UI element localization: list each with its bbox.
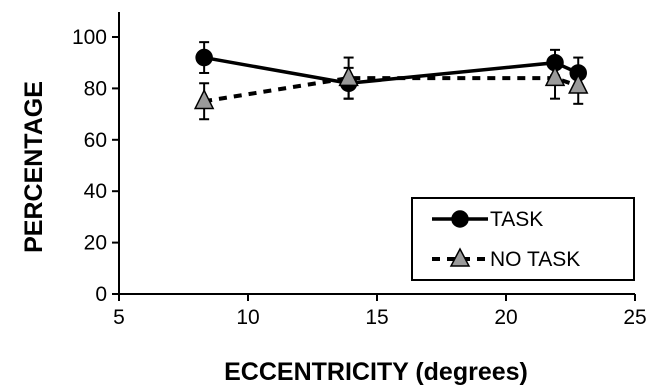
legend-label-0: TASK bbox=[490, 208, 543, 231]
y-tick-label-4: 80 bbox=[84, 77, 107, 100]
y-tick-label-2: 40 bbox=[84, 180, 107, 203]
x-tick-label-4: 25 bbox=[623, 306, 646, 329]
data-point-0-0 bbox=[195, 48, 213, 67]
y-tick-label-1: 20 bbox=[84, 232, 107, 255]
y-tick-label-0: 0 bbox=[95, 283, 107, 306]
legend-marker-1 bbox=[449, 247, 471, 267]
y-tick-label-5: 100 bbox=[72, 26, 107, 49]
series-layer bbox=[193, 41, 589, 121]
x-tick-label-3: 20 bbox=[494, 306, 517, 329]
y-axis-title: PERCENTAGE bbox=[20, 81, 48, 253]
data-point-1-2 bbox=[544, 65, 566, 87]
legend-marker-0 bbox=[451, 210, 469, 228]
data-point-1-3 bbox=[568, 73, 589, 94]
legend-box bbox=[411, 197, 635, 281]
series-1 bbox=[193, 56, 589, 121]
x-tick-label-2: 15 bbox=[365, 306, 388, 329]
series-0 bbox=[195, 41, 587, 100]
legend: TASK NO TASK bbox=[411, 197, 635, 281]
x-axis-title: ECCENTRICITY (degrees) bbox=[224, 358, 528, 386]
y-tick-label-3: 60 bbox=[84, 129, 107, 152]
axes: 0 20 40 60 80 100 5 10 15 20 25 bbox=[72, 12, 647, 329]
series-line-0 bbox=[203, 55, 579, 86]
data-point-1-1 bbox=[338, 65, 359, 87]
series-line-1 bbox=[203, 76, 579, 104]
data-point-1-0 bbox=[193, 88, 215, 110]
x-tick-label-0: 5 bbox=[113, 306, 125, 329]
legend-label-1: NO TASK bbox=[490, 248, 580, 271]
x-tick-label-1: 10 bbox=[236, 306, 259, 329]
